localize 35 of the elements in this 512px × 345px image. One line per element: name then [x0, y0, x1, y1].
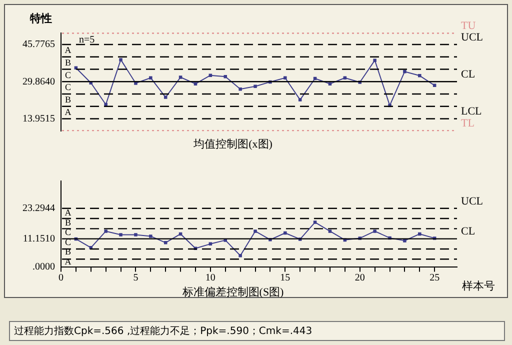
x-axis-title: 样本号	[462, 280, 495, 293]
text: 过程能力指数Cpk=.566 ,过程能力不足；Ppk=.590；Cmk=.443	[9, 321, 505, 341]
annotation: C	[64, 82, 72, 92]
ref-line-label: UCL	[461, 195, 484, 208]
ref-line-label: TL	[461, 117, 475, 130]
annotation: B	[64, 57, 72, 68]
annotation: C	[64, 70, 72, 80]
text: 标准偏差控制图(S图)	[181, 285, 284, 298]
x-tick-label: 10	[205, 272, 216, 284]
annotation: A	[64, 208, 72, 218]
annotation: B	[64, 94, 72, 105]
ref-line-label: CL	[461, 226, 476, 238]
x-tick-label: 25	[430, 272, 440, 284]
y-tick-label: .0000	[32, 261, 55, 272]
annotation: C	[64, 236, 72, 247]
x-tick-label: 5	[133, 272, 138, 284]
ref-line-label: UCL	[461, 31, 484, 44]
x-tick-label: 15	[280, 272, 290, 284]
annotation: B	[64, 217, 72, 228]
y-tick-label: 29.8640	[22, 76, 55, 88]
y-tick-label: 11.1510	[22, 233, 55, 244]
y-axis-title: 特性	[29, 12, 52, 25]
text: 均值控制图(x图)	[192, 137, 273, 150]
y-tick-label: 23.2944	[22, 202, 55, 214]
annotation: C	[64, 227, 72, 238]
y-tick-label: 45.7765	[22, 39, 55, 50]
annotation: A	[64, 45, 72, 56]
ref-line-label: LCL	[461, 106, 482, 118]
x-tick-label: 0	[58, 272, 64, 284]
x-tick-label: 20	[354, 272, 365, 284]
annotation: n=5	[79, 34, 95, 46]
ref-line-label: CL	[461, 68, 476, 81]
y-tick-label: 13.9515	[22, 113, 55, 124]
ref-line-label: TU	[461, 20, 476, 32]
annotation: A	[64, 106, 72, 117]
